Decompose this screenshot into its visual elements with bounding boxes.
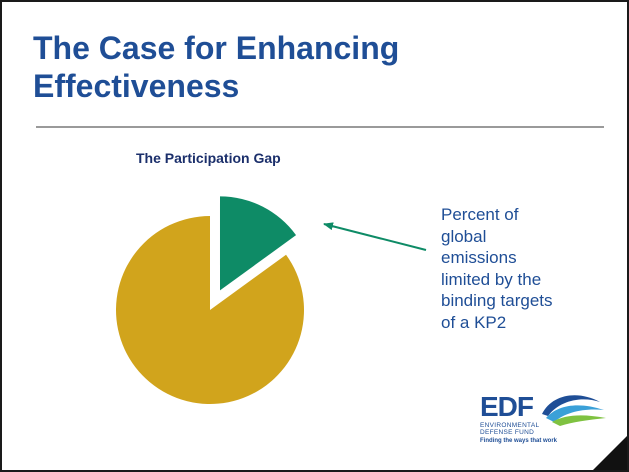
page-corner-decoration [593, 436, 627, 470]
pie-slice-participation [219, 196, 297, 291]
title-divider [36, 126, 604, 128]
chart-title: The Participation Gap [136, 150, 281, 166]
annotation-line: global [441, 226, 487, 246]
annotation-line: Percent of [441, 205, 519, 224]
pie-slice-remainder [115, 216, 304, 404]
annotation-text: Percent of global emissions limited by t… [441, 204, 591, 333]
annotation-line: limited by the [441, 269, 542, 289]
annotation-line: of a KP2 [441, 312, 507, 332]
slide-title: The Case for Enhancing Effectiveness [33, 30, 400, 104]
annotation-line: emissions [441, 248, 517, 267]
annotation-arrow [323, 222, 427, 251]
logo-tagline: Finding the ways that work [480, 438, 558, 444]
edf-logo: EDF ENVIRONMENTAL DEFENSE FUND Finding t… [480, 392, 610, 452]
annotation-line: binding targets [441, 291, 553, 310]
logo-name-line: DEFENSE FUND [480, 429, 535, 436]
logo-name-line: ENVIRONMENTAL [480, 422, 540, 429]
globe-swoosh-icon [542, 395, 606, 426]
logo-wordmark: EDF [480, 391, 534, 422]
